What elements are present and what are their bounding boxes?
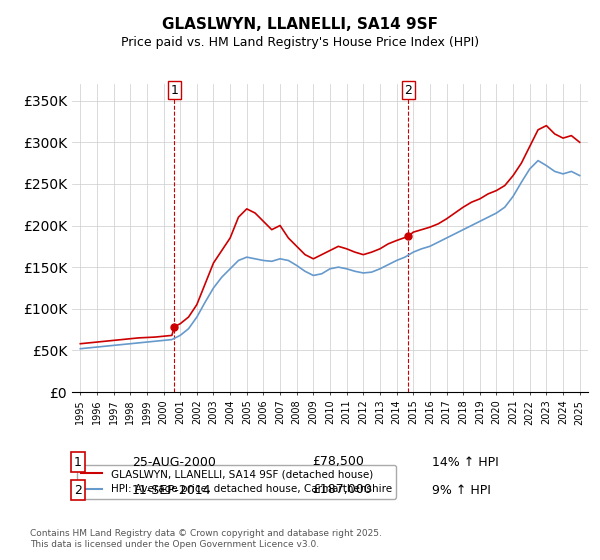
- Text: 11-SEP-2014: 11-SEP-2014: [132, 483, 212, 497]
- Legend: GLASLWYN, LLANELLI, SA14 9SF (detached house), HPI: Average price, detached hous: GLASLWYN, LLANELLI, SA14 9SF (detached h…: [77, 465, 396, 498]
- Text: 2: 2: [404, 84, 412, 97]
- Text: 1: 1: [170, 84, 178, 97]
- Text: Contains HM Land Registry data © Crown copyright and database right 2025.
This d: Contains HM Land Registry data © Crown c…: [30, 529, 382, 549]
- Text: 1: 1: [74, 455, 82, 469]
- Text: £78,500: £78,500: [312, 455, 364, 469]
- Text: 2: 2: [74, 483, 82, 497]
- Text: 9% ↑ HPI: 9% ↑ HPI: [432, 483, 491, 497]
- Text: 25-AUG-2000: 25-AUG-2000: [132, 455, 216, 469]
- Text: Price paid vs. HM Land Registry's House Price Index (HPI): Price paid vs. HM Land Registry's House …: [121, 36, 479, 49]
- Text: GLASLWYN, LLANELLI, SA14 9SF: GLASLWYN, LLANELLI, SA14 9SF: [162, 17, 438, 32]
- Text: 14% ↑ HPI: 14% ↑ HPI: [432, 455, 499, 469]
- Text: £187,000: £187,000: [312, 483, 372, 497]
